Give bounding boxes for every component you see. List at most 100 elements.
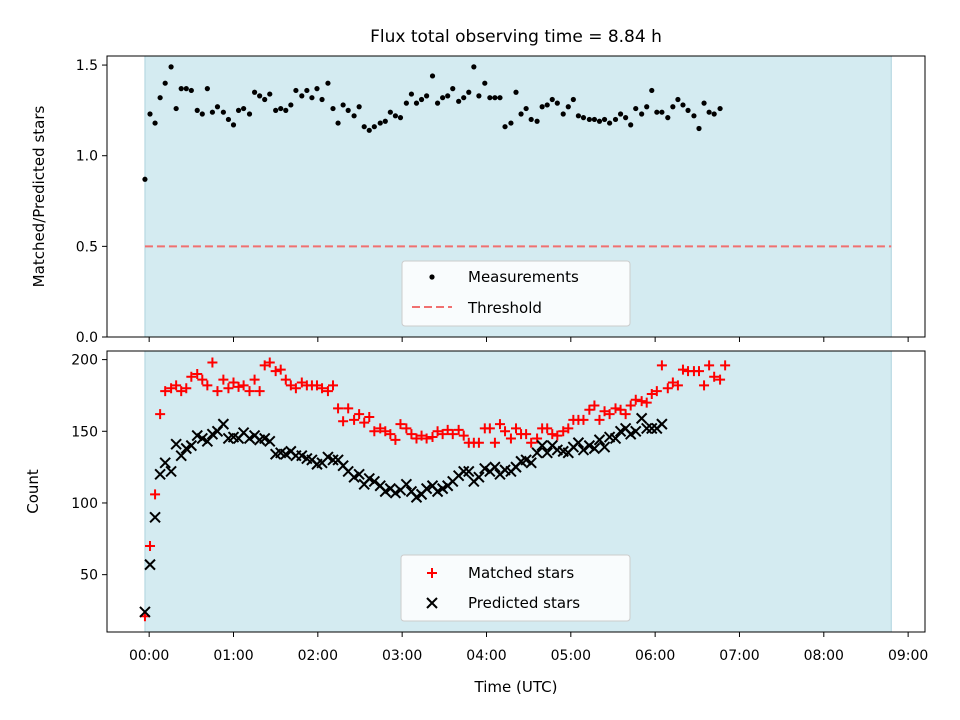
- counts-ytick-label: 100: [71, 496, 98, 512]
- counts-ytick-label: 150: [71, 424, 98, 440]
- xtick-label: 07:00: [719, 648, 759, 664]
- predicted-star-point: [598, 441, 611, 453]
- measurement-point: [330, 105, 336, 112]
- matched-star-point: [176, 386, 187, 397]
- measurement-point: [403, 100, 409, 106]
- measurement-point: [665, 115, 671, 121]
- matched-star-point: [651, 386, 662, 397]
- measurement-point: [471, 64, 477, 70]
- matched-star-point: [275, 364, 286, 375]
- matched-star-point: [720, 360, 731, 371]
- legend-box: [400, 554, 631, 622]
- measurement-point: [335, 120, 341, 126]
- matched-star-point: [625, 400, 636, 411]
- matched-star-point: [511, 423, 521, 434]
- measurement-point: [706, 109, 712, 115]
- measurement-point: [596, 118, 603, 124]
- matched-star-point: [667, 377, 678, 388]
- measurement-point: [183, 86, 189, 92]
- matched-star-point: [421, 433, 432, 444]
- matched-star-point: [401, 423, 412, 434]
- measurement-point: [586, 116, 592, 123]
- measurement-point: [434, 100, 441, 106]
- measurement-point: [680, 102, 686, 108]
- predicted-star-point: [217, 418, 230, 430]
- matched-star-point: [223, 383, 234, 394]
- measurement-point: [257, 93, 263, 99]
- measurement-point: [413, 100, 420, 106]
- x-axis-ticks: 00:00 01:00 02:00 03:00 04:00 05:00 06:00 07:00…: [129, 648, 928, 664]
- matched-star-point: [699, 380, 710, 391]
- measurement-point: [168, 64, 174, 70]
- measurement-point: [351, 113, 357, 119]
- matched-star-point: [521, 429, 532, 440]
- legend-label-matched: Matched stars: [468, 564, 574, 582]
- matched-star-point: [181, 383, 192, 394]
- matched-star-point: [500, 426, 511, 437]
- measurement-point: [424, 93, 430, 99]
- matched-star-point: [244, 386, 255, 397]
- measurement-point: [461, 95, 467, 101]
- legend-label-measurements: Measurements: [468, 268, 579, 286]
- measurement-point: [188, 87, 194, 94]
- measurement-point: [644, 104, 650, 110]
- matched-star-point: [505, 433, 516, 444]
- predicted-star-point: [165, 465, 177, 478]
- matched-star-point: [150, 489, 161, 500]
- matched-star-point: [484, 423, 495, 434]
- measurement-point: [539, 104, 545, 110]
- measurement-point: [251, 89, 258, 95]
- matched-star-point: [526, 437, 537, 448]
- matched-star-point: [333, 403, 344, 414]
- measurement-point: [178, 86, 184, 92]
- measurement-point: [675, 96, 681, 103]
- predicted-star-point: [656, 418, 668, 430]
- measurement-point: [696, 125, 702, 132]
- matched-star-point: [715, 374, 726, 385]
- matched-star-point: [160, 386, 171, 397]
- measurement-point: [220, 109, 226, 115]
- measurement-point: [173, 105, 179, 112]
- matched-star-point: [328, 380, 339, 391]
- matched-star-point: [442, 424, 453, 435]
- measurement-point: [371, 124, 377, 130]
- measurement-point: [654, 109, 660, 115]
- measurement-point: [701, 100, 707, 106]
- matched-star-point: [411, 433, 422, 444]
- predicted-star-point: [577, 444, 590, 456]
- matched-star-point: [264, 357, 275, 368]
- ratio-axes-frame: [106, 55, 926, 338]
- matched-star-point: [322, 386, 333, 397]
- matched-star-point: [186, 371, 197, 382]
- measurement-point: [487, 95, 493, 101]
- ratio-legend: Measurements Threshold: [401, 260, 631, 327]
- predicted-star-point: [149, 511, 161, 524]
- matched-star-point: [280, 374, 291, 385]
- predicted-star-point: [400, 478, 413, 491]
- measurement-point: [267, 91, 273, 97]
- measurement-point: [570, 96, 576, 103]
- matched-star-point: [458, 430, 469, 441]
- matched-star-point: [218, 374, 229, 385]
- predicted-star-point: [458, 465, 470, 478]
- measurement-point: [199, 111, 205, 117]
- predicted-star-point: [531, 447, 543, 459]
- xtick-label: 03:00: [382, 648, 422, 664]
- measurement-point: [314, 86, 320, 92]
- matched-star-point: [547, 429, 558, 440]
- measurement-point: [575, 113, 582, 119]
- predicted-star-point: [541, 447, 553, 459]
- measurement-point: [147, 111, 153, 117]
- ratio-panel: 0.0 0.5 1.0 1.5 Matched/Predicted stars Mea…: [30, 55, 926, 346]
- measurement-point: [325, 80, 331, 86]
- measurement-point: [387, 109, 393, 115]
- predicted-star-point: [353, 468, 365, 481]
- measurement-point: [262, 96, 268, 103]
- matched-star-point: [390, 434, 401, 445]
- matched-star-point: [489, 437, 500, 448]
- matched-star-point: [296, 377, 307, 388]
- predicted-star-point: [473, 471, 485, 483]
- legend-box: [401, 260, 631, 327]
- measurement-point: [523, 105, 529, 112]
- measurement-point: [204, 86, 210, 92]
